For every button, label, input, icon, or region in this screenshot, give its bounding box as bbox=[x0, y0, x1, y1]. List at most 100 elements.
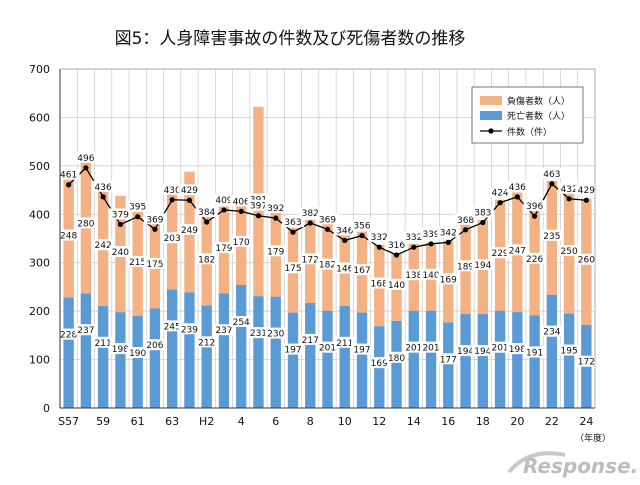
label-deaths: 169 bbox=[371, 359, 388, 369]
label-count: 379 bbox=[112, 210, 129, 220]
label-injuries: 203 bbox=[164, 234, 181, 244]
label-count-bg bbox=[195, 206, 218, 218]
count-point bbox=[445, 239, 451, 245]
count-point bbox=[342, 237, 348, 244]
label-injuries-bg bbox=[143, 257, 166, 269]
label-count: 392 bbox=[267, 204, 284, 214]
count-point bbox=[100, 194, 106, 200]
x-tick-label: 59 bbox=[96, 415, 110, 428]
watermark-text: Response. bbox=[523, 454, 637, 478]
label-count-bg bbox=[558, 182, 581, 194]
label-injuries-bg bbox=[126, 255, 149, 267]
label-injuries-bg bbox=[489, 247, 512, 259]
bar-deaths bbox=[218, 293, 230, 408]
bar-deaths bbox=[408, 310, 419, 408]
data-labels: 2282484612372804962112424361982403791902… bbox=[57, 151, 598, 369]
label-injuries-bg bbox=[385, 278, 408, 290]
bar-deaths bbox=[253, 296, 264, 408]
count-point bbox=[428, 241, 434, 247]
label-injuries: 168 bbox=[371, 279, 388, 289]
label-deaths-bg bbox=[523, 346, 546, 358]
count-point bbox=[462, 227, 469, 233]
label-count: 383 bbox=[474, 209, 491, 219]
label-count-bg bbox=[92, 180, 115, 192]
label-deaths: 180 bbox=[388, 354, 405, 364]
label-deaths-bg bbox=[212, 324, 235, 336]
bar-deaths bbox=[184, 292, 195, 408]
label-count: 409 bbox=[215, 196, 232, 206]
label-count-bg bbox=[247, 199, 270, 211]
count-point bbox=[497, 200, 503, 206]
bar-deaths bbox=[167, 289, 178, 408]
label-count-bg bbox=[351, 219, 374, 231]
label-count-bg bbox=[264, 202, 287, 214]
label-injuries: 175 bbox=[284, 264, 301, 274]
label-count: 332 bbox=[405, 233, 422, 243]
label-count-bg bbox=[523, 200, 546, 212]
bar-deaths bbox=[546, 294, 558, 408]
x-tick-label: 22 bbox=[545, 415, 559, 428]
label-count: 396 bbox=[526, 202, 543, 212]
label-count: 436 bbox=[95, 183, 112, 193]
label-count-bg bbox=[489, 186, 512, 198]
label-count-bg bbox=[57, 168, 80, 180]
x-tick-label: 61 bbox=[131, 415, 145, 428]
label-injuries-bg bbox=[74, 217, 97, 229]
label-injuries-bg bbox=[575, 253, 598, 265]
label-injuries: 280 bbox=[77, 219, 94, 229]
label-count: 395 bbox=[129, 203, 146, 213]
label-count-bg bbox=[316, 213, 339, 225]
bar-deaths bbox=[494, 310, 506, 408]
label-count-bg bbox=[402, 231, 425, 243]
bar-deaths bbox=[132, 315, 143, 408]
label-count-bg bbox=[385, 238, 408, 250]
label-deaths: 228 bbox=[60, 331, 77, 341]
label-deaths-bg bbox=[575, 355, 598, 367]
label-injuries-bg bbox=[523, 252, 546, 264]
label-injuries: 242 bbox=[95, 241, 112, 251]
y-tick-label: 300 bbox=[29, 257, 50, 270]
y-tick-label: 0 bbox=[43, 402, 50, 415]
legend-label-deaths: 死亡者数（人） bbox=[507, 110, 570, 122]
label-injuries-bg bbox=[299, 253, 322, 265]
x-tick-label: 8 bbox=[307, 415, 314, 428]
count-point bbox=[238, 208, 244, 214]
label-deaths-bg bbox=[402, 341, 425, 353]
label-injuries-bg bbox=[420, 268, 443, 280]
label-count: 424 bbox=[491, 189, 508, 199]
label-injuries-bg bbox=[333, 262, 356, 274]
label-count: 429 bbox=[578, 186, 595, 196]
count-point bbox=[273, 215, 279, 221]
label-injuries: 247 bbox=[509, 246, 526, 256]
x-tick-label: 14 bbox=[407, 415, 421, 428]
count-point bbox=[152, 226, 158, 232]
legend-marker-count bbox=[488, 128, 494, 134]
label-injuries-bg bbox=[109, 245, 132, 257]
count-point bbox=[186, 197, 193, 203]
count-point bbox=[324, 226, 331, 232]
label-injuries-bg bbox=[195, 253, 218, 265]
label-count-bg bbox=[126, 200, 149, 212]
label-injuries-bg bbox=[57, 229, 80, 241]
label-deaths: 211 bbox=[336, 339, 353, 349]
label-deaths: 201 bbox=[422, 344, 439, 354]
label-deaths-bg bbox=[437, 353, 460, 365]
label-count-bg bbox=[540, 167, 563, 179]
label-injuries-bg bbox=[281, 262, 304, 274]
label-count-bg bbox=[161, 183, 184, 195]
label-deaths-bg bbox=[558, 344, 581, 356]
count-point bbox=[255, 213, 262, 219]
label-deaths-bg bbox=[471, 345, 494, 357]
label-injuries: 170 bbox=[233, 238, 250, 248]
label-deaths: 172 bbox=[578, 358, 595, 368]
label-deaths: 206 bbox=[146, 341, 163, 351]
label-deaths: 234 bbox=[543, 328, 560, 338]
label-count: 496 bbox=[77, 154, 94, 164]
label-injuries-bg bbox=[540, 229, 563, 241]
label-deaths-bg bbox=[351, 343, 374, 355]
label-count: 382 bbox=[302, 209, 319, 219]
label-count: 429 bbox=[181, 186, 198, 196]
label-count-bg bbox=[471, 206, 494, 218]
label-deaths: 198 bbox=[509, 345, 526, 355]
bar-deaths bbox=[460, 314, 471, 408]
